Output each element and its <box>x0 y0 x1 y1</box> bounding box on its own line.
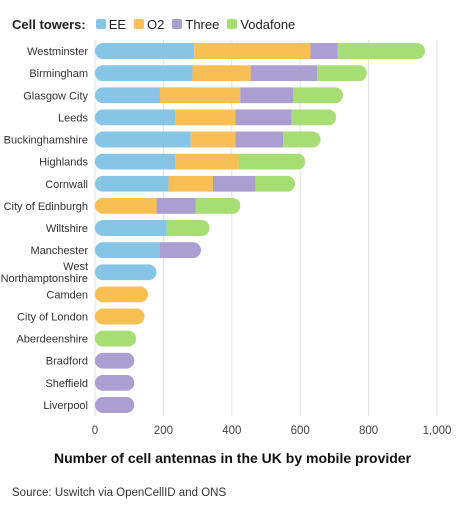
bar-group <box>95 153 306 170</box>
bar-segment-vodafone <box>337 43 426 60</box>
bar-group <box>95 131 321 148</box>
bar-group <box>95 264 157 281</box>
bar-group <box>95 352 135 369</box>
category-label: Highlands <box>39 157 88 169</box>
category-label: City of Edinburgh <box>4 201 88 213</box>
source-note: Source: Uswitch via OpenCellID and ONS <box>12 487 227 499</box>
category-label: Leeds <box>58 112 88 124</box>
bar-segment-ee <box>95 264 157 281</box>
bar-segment-ee <box>95 43 195 60</box>
bar-segment-o2 <box>168 175 213 192</box>
category-label: Wiltshire <box>46 223 88 235</box>
bar-group <box>95 286 149 303</box>
x-tick-label: 600 <box>291 425 310 437</box>
bar-segment-vodafone <box>293 87 343 104</box>
category-label: Liverpool <box>43 400 88 412</box>
bar-segment-o2 <box>194 43 311 60</box>
bar-segment-vodafone <box>166 220 210 236</box>
x-tick-label: 0 <box>92 425 98 437</box>
bar-group <box>95 396 135 413</box>
bar-segment-o2 <box>190 131 236 148</box>
bar-segment-ee <box>95 175 169 192</box>
bar-group <box>95 242 202 259</box>
legend-item-ee: EE <box>95 16 127 32</box>
bar-segment-three <box>250 65 318 82</box>
category-label: Sheffield <box>45 378 88 390</box>
bar-segment-vodafone <box>238 153 306 170</box>
bar-segment-ee <box>95 220 167 236</box>
bar-segment-three <box>95 374 135 391</box>
legend-title: Cell towers: <box>12 16 86 32</box>
x-tick-label: 400 <box>222 425 241 437</box>
category-label: Glasgow City <box>23 90 88 102</box>
legend-label: Vodafone <box>240 16 296 32</box>
category-label: Westminster <box>27 46 88 58</box>
bar-segment-vodafone <box>255 175 296 192</box>
category-label: Camden <box>46 289 88 301</box>
bar-segment-ee <box>95 65 193 82</box>
category-label: City of London <box>17 311 88 323</box>
x-tick-label: 800 <box>359 425 378 437</box>
category-label: Aberdeenshire <box>16 334 88 346</box>
bar-segment-three <box>159 242 202 259</box>
bar-segment-vodafone <box>317 65 367 82</box>
bar-segment-three <box>310 43 338 60</box>
bar-segment-o2 <box>95 286 149 303</box>
bar-group <box>95 308 145 325</box>
category-label: Cornwall <box>45 179 88 191</box>
bar-segment-vodafone <box>291 109 337 126</box>
bar-segment-o2 <box>192 65 251 82</box>
legend-item-o2: O2 <box>134 17 164 32</box>
bar-segment-ee <box>95 87 160 104</box>
bar-segment-vodafone <box>195 197 241 214</box>
legend-swatch <box>227 19 238 29</box>
bar-segment-o2 <box>175 109 236 126</box>
legend-label: Three <box>185 16 220 32</box>
bar-segment-o2 <box>95 308 145 325</box>
category-label: Manchester <box>31 245 89 257</box>
category-label: Birmingham <box>29 68 88 80</box>
bar-group <box>95 220 210 236</box>
bar-segment-ee <box>95 153 176 170</box>
bar-group <box>95 43 426 60</box>
legend-swatch <box>134 19 145 29</box>
bar-segment-o2 <box>175 153 239 170</box>
bar-group <box>95 175 296 192</box>
bar-group <box>95 197 241 214</box>
legend-label: EE <box>108 16 127 32</box>
bar-segment-three <box>95 352 135 369</box>
category-label: West Northamptonshire <box>1 261 88 285</box>
bar-segment-vodafone <box>283 131 321 148</box>
bar-group <box>95 374 135 391</box>
x-axis-title: Number of cell antennas in the UK by mob… <box>53 450 412 466</box>
bar-segment-three <box>240 87 294 104</box>
legend-item-vodafone: Vodafone <box>227 17 295 32</box>
bar-segment-ee <box>95 242 160 259</box>
x-tick-label: 200 <box>154 425 173 437</box>
legend-item-three: Three <box>172 17 219 32</box>
legend-label: O2 <box>147 16 165 32</box>
bar-segment-three <box>95 396 135 413</box>
x-tick-label: 1,000 <box>423 425 452 437</box>
bar-group <box>95 87 343 104</box>
category-label: Buckinghamshire <box>4 135 88 147</box>
bar-segment-ee <box>95 131 191 148</box>
bar-group <box>95 109 337 126</box>
legend-swatch <box>172 19 183 29</box>
bar-segment-vodafone <box>95 330 137 347</box>
bar-group <box>95 65 367 82</box>
bar-segment-three <box>156 197 196 214</box>
bar-segment-three <box>235 109 292 126</box>
bar-segment-ee <box>95 109 176 126</box>
bar-segment-three <box>235 131 284 148</box>
bar-segment-three <box>212 175 256 192</box>
legend: Cell towers: EE O2 Three Vodafone <box>12 14 295 34</box>
category-label: Bradford <box>46 356 88 368</box>
bar-group <box>95 330 137 347</box>
bar-segment-o2 <box>159 87 241 104</box>
legend-swatch <box>95 19 106 29</box>
bar-segment-o2 <box>95 197 157 214</box>
